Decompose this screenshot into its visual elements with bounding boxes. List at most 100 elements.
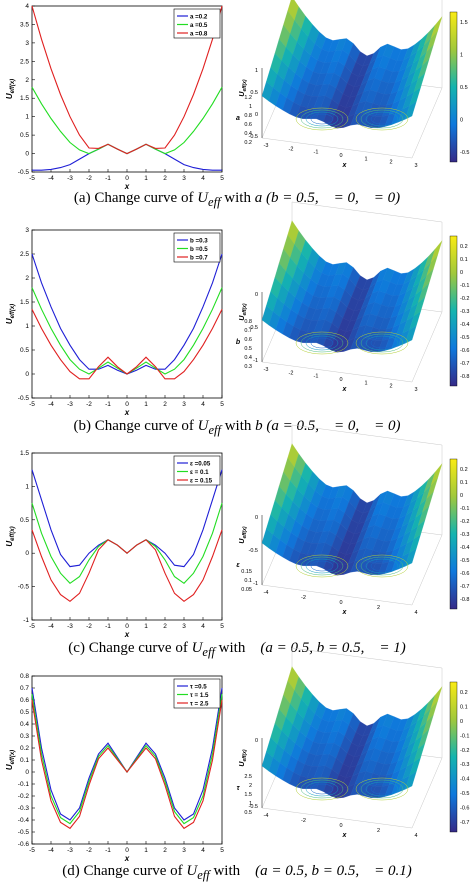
series-line-3	[31, 5, 223, 155]
y-tick-label: 2	[25, 275, 29, 282]
y-tick-label: 3	[25, 227, 29, 234]
legend-entry: a =0.2	[190, 13, 208, 20]
x-tick-label: -1	[105, 175, 111, 182]
surface-x-tick-label: 3	[414, 163, 417, 169]
floor-contour	[300, 779, 344, 799]
y-tick-label: 0	[25, 371, 29, 378]
floor-contour	[300, 556, 344, 576]
colorbar-tick-label: 0	[460, 719, 463, 725]
surface-patch	[404, 325, 417, 344]
surface-z-tick-label: 0	[255, 515, 258, 521]
floor-contour	[370, 113, 394, 125]
y-tick-label: 4	[25, 3, 29, 10]
series-line-3	[31, 529, 223, 602]
x-tick-label: 1	[144, 401, 148, 408]
caption-symbol: U	[197, 418, 209, 434]
caption-label: (a) Change curve of	[73, 190, 194, 206]
caption-tail: a (b = 0.5, = 0, = 0)	[254, 190, 401, 206]
x-tick-label: 2	[163, 847, 167, 854]
colorbar-tick-label: -0.7	[460, 361, 469, 367]
caption-with: with	[218, 640, 246, 656]
surface-z-tick-label: -0.5	[249, 134, 258, 140]
floor-contour	[360, 333, 404, 353]
surface-y-tick-label: 0.05	[241, 587, 252, 593]
colorbar-tick-label: -0.6	[460, 348, 469, 354]
floor-contour	[310, 337, 334, 349]
colorbar-tick-label: 0.1	[460, 704, 468, 710]
surface-y-tick-label: 0.2	[244, 140, 252, 146]
surface-x-tick-label: -3	[264, 367, 269, 373]
x-tick-label: -1	[105, 623, 111, 630]
colorbar-tick-label: -0.7	[460, 584, 469, 590]
surface-3d: -3-2-101230.20.40.60.811.210.50-0.5xaUef…	[236, 0, 443, 169]
y-tick-label: 2	[25, 77, 29, 84]
colorbar-tick-label: -0.4	[460, 777, 469, 783]
surface-3d: -3 -2 -1 0 1 2 3 0.3 0.4 0.5 0.6 0.7 0.8 0 -0.5 -1 x b Uef…	[236, 201, 443, 393]
x-tick-label: -4	[48, 401, 54, 408]
caption-with: with	[224, 190, 251, 206]
y-tick-label: -0.5	[18, 584, 30, 591]
caption-symbol: U	[186, 863, 198, 879]
legend-entry: a =0.8	[190, 30, 208, 37]
surface-x-tick-label: -2	[301, 818, 306, 824]
floor-contour	[310, 560, 334, 572]
surface-y-tick-label: 0.5	[244, 346, 252, 352]
surface-z-tick-label: 0	[255, 738, 258, 744]
x-tick-label: -5	[29, 847, 35, 854]
y-tick-label: 1	[25, 483, 29, 490]
y-tick-label: 0.6	[20, 697, 29, 704]
surface-y-tick-label: 0.1	[244, 578, 252, 584]
surface-y-tick-label: 2.5	[244, 774, 252, 780]
y-axis-label: Ueff(x)	[5, 526, 16, 546]
x-tick-label: -2	[86, 175, 92, 182]
y-tick-label: 0.7	[20, 685, 29, 692]
chart-2d-a: -5 -4 -3 -2 -1 0 1 2 3 4 5-0.500.511.522.533.54xUe…	[5, 0, 469, 191]
caption-tail: b (a = 0.5, = 0, = 0)	[255, 418, 401, 434]
colorbar-tick-label: 0.5	[460, 85, 468, 91]
panel-b: -5 -4 -3 -2 -1 0 1 2 3 4 5 -0.5 0 0.5 1 1.5 2 2.5 3 x Ueff(x…	[0, 201, 474, 444]
legend-entry: b =0.5	[190, 246, 208, 253]
colorbar-tick-label: -0.4	[460, 322, 469, 328]
surface-z-tick-label: 0	[255, 112, 258, 118]
y-tick-label: 0.3	[20, 733, 29, 740]
y-tick-label: -0.5	[18, 829, 30, 836]
chart-2d-b: -5 -4 -3 -2 -1 0 1 2 3 4 5 -0.5 0 0.5 1 1.5 2 2.5 3 x Ueff(x…	[5, 201, 469, 417]
caption-subscript: eff	[208, 423, 221, 437]
surface-x-tick-label: 0	[339, 823, 342, 829]
series-line-3	[31, 308, 223, 380]
caption-symbol: U	[197, 190, 209, 206]
y-tick-label: 0	[25, 769, 29, 776]
caption-tail: (a = 0.5, b = 0.5, = 1)	[249, 640, 406, 656]
y-axis-label: Ueff(x)	[5, 750, 16, 770]
colorbar-tick-label: -0.5	[460, 558, 469, 564]
x-tick-label: -5	[29, 623, 35, 630]
x-tick-label: 4	[201, 847, 205, 854]
colorbar-tick-label: 0	[460, 118, 463, 124]
y-tick-label: 0.1	[20, 757, 29, 764]
panel-a: -5 -4 -3 -2 -1 0 1 2 3 4 5 -0.5 0 0.5 1 1.5 2 2.5 3 3.5 4 x Ue…	[0, 0, 474, 222]
surface-y-tick-label: 0.7	[244, 328, 252, 334]
x-tick-label: -4	[48, 175, 54, 182]
x-tick-label: -5	[29, 175, 35, 182]
surface-x-tick-label: 0	[339, 153, 342, 159]
caption-subscript: eff	[202, 645, 215, 659]
colorbar-tick-label: -0.7	[460, 820, 469, 826]
colorbar-tick-label: 1	[460, 53, 463, 59]
colorbar-tick-label: -0.8	[460, 374, 469, 380]
surface-z-tick-label: 1	[255, 68, 258, 74]
floor-contour	[370, 337, 394, 349]
floor-contour	[360, 779, 404, 799]
surface-x-tick-label: 2	[377, 828, 380, 834]
colorbar	[449, 458, 458, 610]
surface-z-label: Ueff(x)	[239, 303, 248, 321]
y-tick-label: 3.5	[20, 21, 29, 28]
surface-x-tick-label: 1	[364, 156, 367, 162]
surface-y-tick-label: 1.2	[244, 95, 252, 101]
surface-x-tick-label: -4	[264, 590, 269, 596]
colorbar-tick-label: 0.1	[460, 480, 468, 486]
floor-contour	[300, 333, 344, 353]
floor-contour	[295, 107, 349, 131]
x-tick-label: 1	[144, 175, 148, 182]
caption-tail: (a = 0.5, b = 0.5, = 0.1)	[243, 863, 412, 879]
surface-x-tick-label: -4	[264, 813, 269, 819]
